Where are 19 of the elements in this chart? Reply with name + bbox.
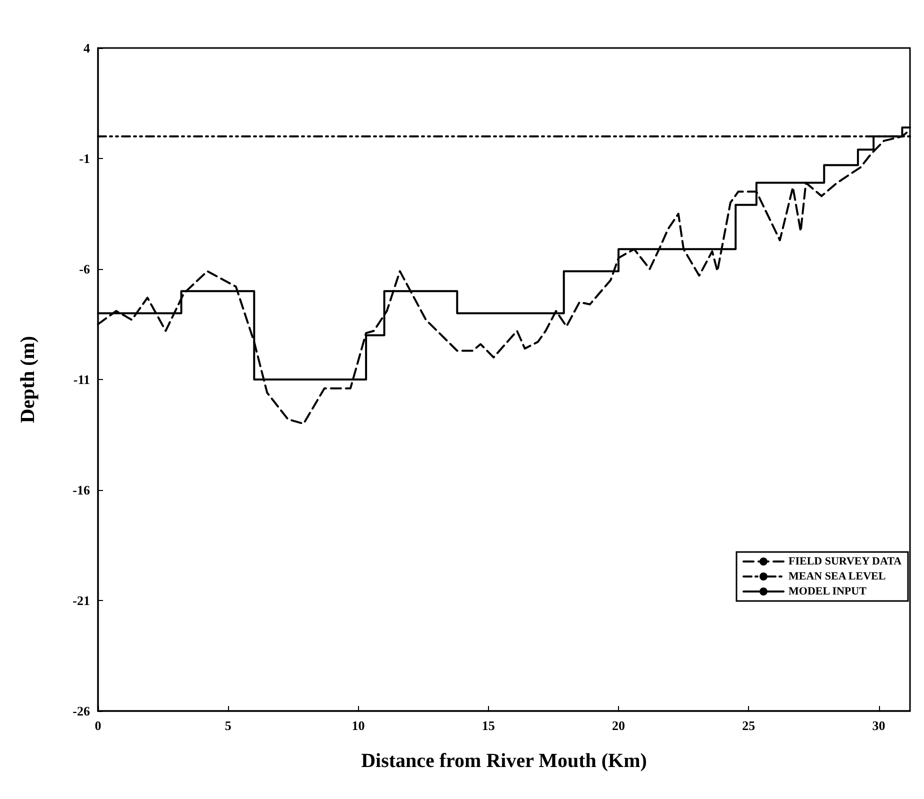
y-axis-title: Depth (m): [17, 336, 39, 424]
x-tick-label: 0: [94, 718, 102, 733]
y-tick-label: -1: [79, 151, 90, 166]
x-tick-label: 30: [872, 718, 886, 733]
x-tick-label: 20: [612, 718, 626, 733]
y-tick-label: -26: [72, 704, 90, 718]
y-tick-label: -21: [72, 593, 90, 608]
legend-label: FIELD SURVEY DATA: [788, 556, 902, 568]
y-tick-label: -16: [72, 482, 90, 498]
y-tick-label: -6: [79, 262, 90, 276]
x-axis-title: Distance from River Mouth (Km): [361, 750, 647, 772]
legend-label: MEAN SEA LEVEL: [788, 570, 886, 582]
y-tick-label: -11: [73, 372, 90, 387]
x-tick-label: 10: [352, 718, 365, 733]
x-tick-label: 15: [482, 718, 496, 733]
y-tick-label: 4: [84, 40, 90, 56]
legend-label: MODEL INPUT: [788, 586, 868, 598]
x-tick-label: 25: [742, 718, 756, 733]
x-tick-label: 5: [224, 718, 232, 733]
